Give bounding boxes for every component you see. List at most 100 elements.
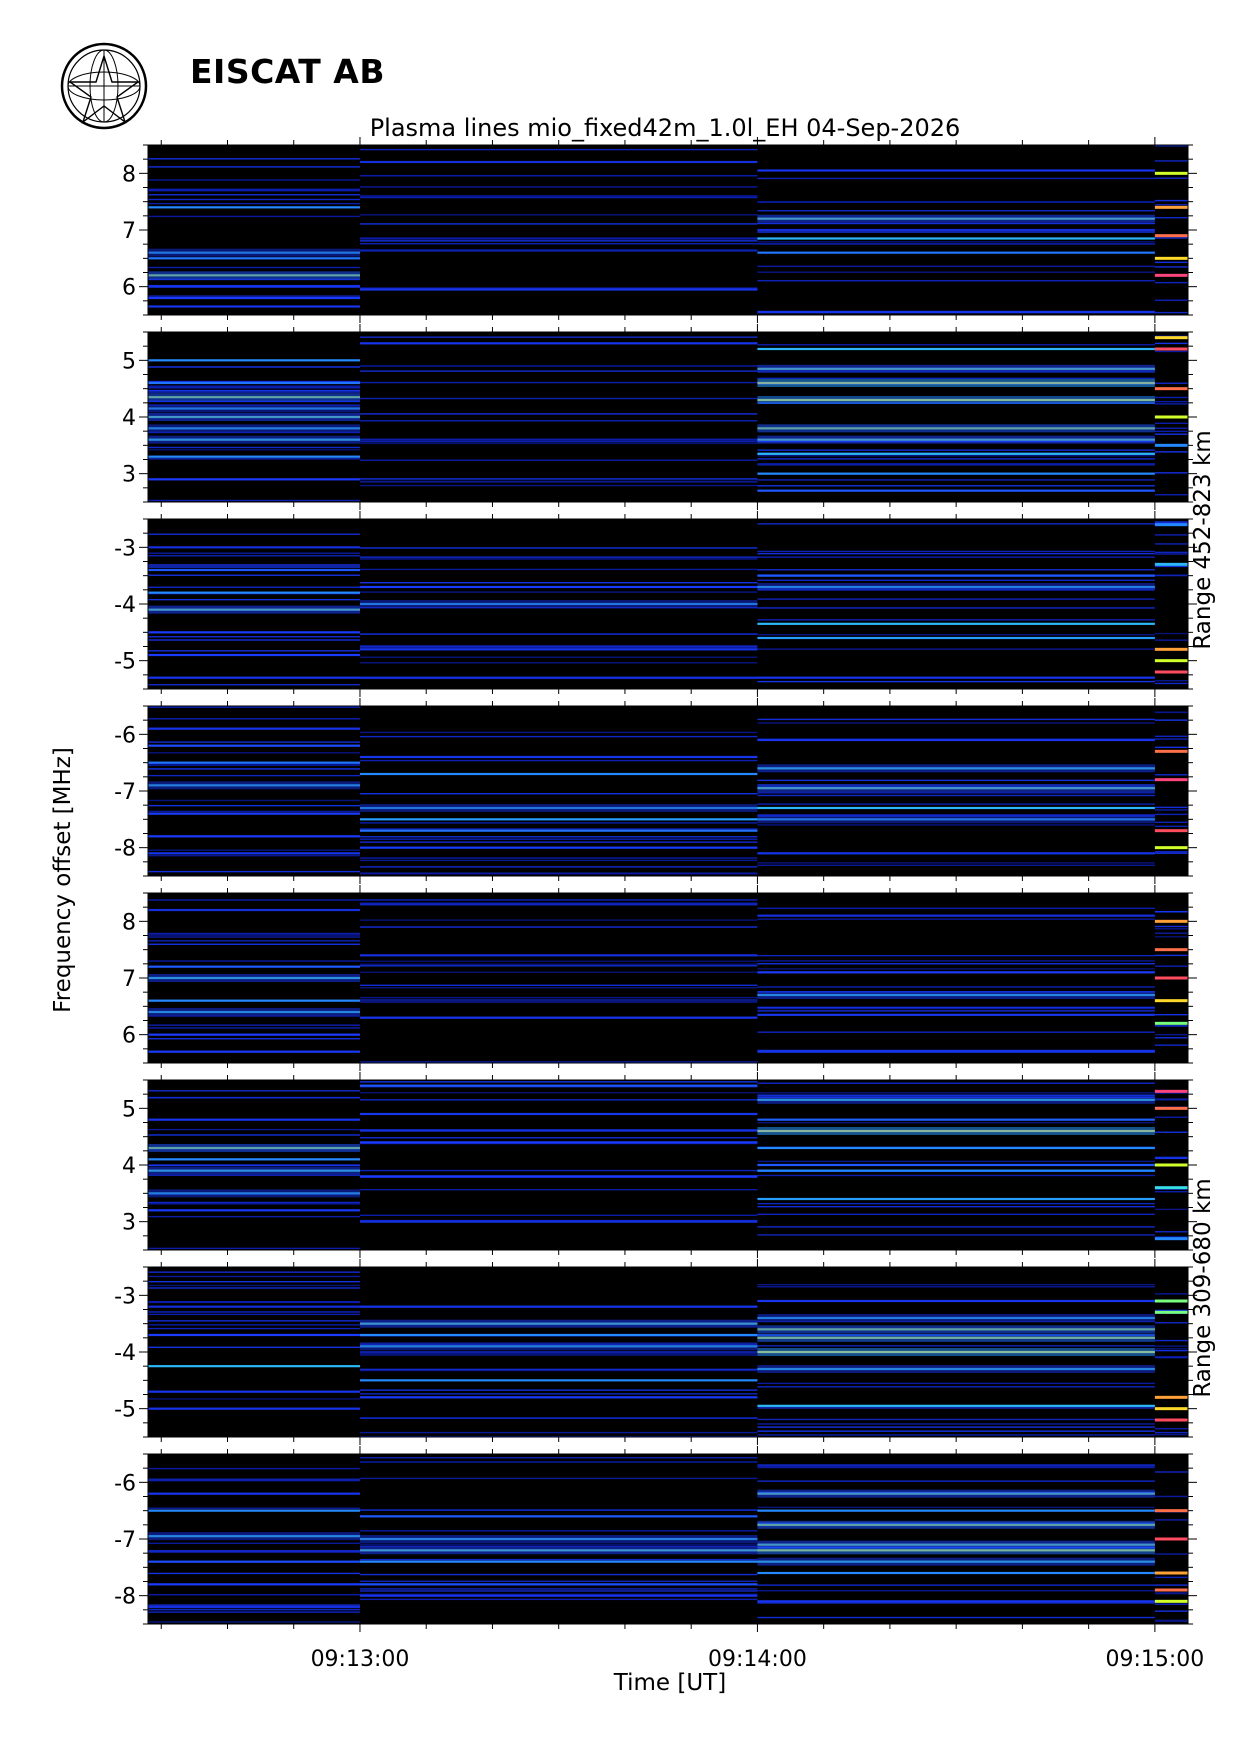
spectral-line [1154,679,1188,682]
spectral-line [757,231,1155,233]
spectral-line [1154,443,1188,447]
panel-3: -6 -7 -8 [114,698,1197,884]
spectral-line [757,622,1155,625]
spectral-line [1154,1519,1188,1521]
spectral-line [148,215,360,218]
spectral-line [757,960,1155,962]
spectral-line [1154,422,1188,424]
spectral-line [757,1174,1155,1177]
spectral-line [757,1407,1155,1409]
time-segment-3 [1154,711,1188,854]
spectral-line [757,237,1155,240]
spectral-line [757,792,1155,794]
spectral-line [757,452,1155,455]
time-segment-3 [1154,335,1188,496]
spectral-line [359,759,758,762]
spectral-line [757,169,1155,172]
spectral-line [148,1311,360,1313]
spectral-line [148,446,360,449]
spectral-line [148,899,360,901]
spectral-line [359,1590,758,1592]
spectral-line [148,1158,360,1161]
spectral-line [1154,806,1188,809]
spectral-glow [757,379,1155,387]
spectral-line [148,431,360,434]
spectral-glow [148,1166,360,1175]
spectral-line [1154,256,1188,260]
spectral-line [359,899,758,901]
spectral-line [757,228,1155,232]
spectral-line [1154,1310,1188,1314]
spectral-line [148,1209,360,1212]
spectral-line [148,1301,360,1303]
spectral-line [1154,1033,1188,1036]
spectral-line [359,1092,758,1094]
spectral-line [1154,1345,1188,1347]
spectral-line [359,250,758,252]
spectral-line [757,1382,1155,1385]
spectral-line [148,1271,360,1273]
spectral-line [148,1203,360,1205]
spectral-line [359,1352,758,1355]
spectral-line [1154,1131,1188,1133]
spectral-line [359,1509,758,1511]
spectral-line [148,1398,360,1400]
spectral-line [359,838,758,840]
y-tick-label: -6 [114,723,136,748]
spectral-line [757,598,1155,600]
spectral-line [757,523,1155,525]
spectral-glow [359,1535,758,1543]
spectral-line [1154,430,1188,433]
spectral-line [1154,954,1188,957]
spectral-line [148,752,360,754]
spectral-glow [757,1127,1155,1135]
spectral-line [1154,451,1188,453]
spectral-line [757,680,1155,683]
spectral-line [148,366,360,368]
spectral-glow [757,1365,1155,1373]
spectral-line [757,1010,1155,1012]
spectral-line [148,799,360,802]
spectral-line [1154,1037,1188,1039]
spectral-line [757,550,1155,553]
spectral-line [148,810,360,813]
spectral-line [757,1118,1155,1121]
spectral-line [148,1605,360,1609]
time-segment-1 [359,899,758,1063]
spectral-glow [757,1557,1155,1566]
spectral-line [1154,1407,1188,1411]
spectral-line [1154,749,1188,753]
spectral-line [148,835,360,838]
spectral-line [148,1097,360,1099]
y-tick-label: -4 [114,1341,136,1366]
spectral-line [148,257,360,260]
spectral-line [148,1551,360,1553]
spectral-line [148,189,360,192]
spectral-line [148,1164,360,1167]
spectral-line [359,438,758,441]
y-tick-label: 7 [122,219,136,244]
spectral-line [359,903,758,906]
spectral-glow [757,764,1155,773]
spectral-line [359,243,758,245]
spectral-line [148,1027,360,1029]
spectral-line [359,645,758,647]
time-segment-3 [1154,910,1188,1046]
spectral-line [757,1286,1155,1288]
spectral-line [1154,1013,1188,1016]
y-tick-label: 3 [122,1211,136,1236]
y-tick-label: 5 [122,349,136,374]
spectral-line [148,1492,360,1495]
time-segment-1 [359,148,758,291]
spectral-line [359,1396,758,1399]
spectral-line [1154,1509,1188,1513]
spectral-line [757,814,1155,816]
spectral-line [757,458,1155,460]
spectral-line [359,646,758,649]
spectral-line [148,305,360,308]
spectral-glow [757,1540,1155,1549]
spectral-line [1154,203,1188,206]
spectral-line [359,1545,758,1547]
panel-2: -3 -4 -5 [114,511,1197,697]
spectral-line [148,870,360,873]
